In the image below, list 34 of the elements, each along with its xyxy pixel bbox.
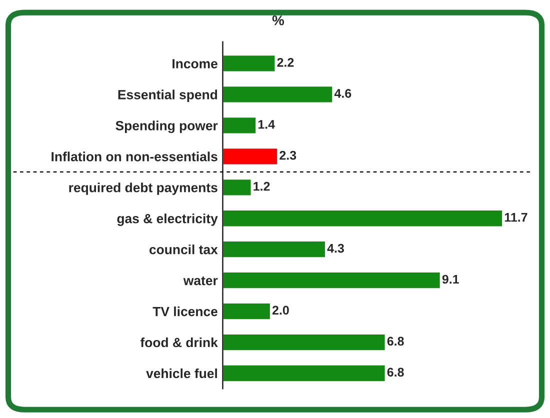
y-tick-label: vehicle fuel [146,368,217,378]
bar [222,116,257,135]
data-label: 6.8 [387,368,404,377]
y-tick-label: Inflation on non-essentials [52,152,218,162]
data-label: 2.0 [272,306,289,315]
data-label: 1.4 [258,120,275,129]
y-tick-label: required debt payments [69,182,218,195]
y-tick-label: Essential spend [118,90,218,102]
bar [222,240,326,259]
data-label: 4.6 [334,88,352,98]
bar [222,178,252,197]
bar [222,209,504,228]
y-tick-label: Income [172,59,218,68]
data-label: 2.3 [280,150,296,160]
data-label: 6.8 [387,336,404,346]
data-label: 1.2 [254,182,270,191]
bar [222,85,334,104]
y-tick-label: gas & electricity [117,214,218,226]
y-tick-label: TV licence [152,306,218,316]
y-tick-label: food & drink [140,337,218,348]
bar [222,271,442,290]
bar [222,364,386,382]
chart-title: % [272,15,284,26]
y-tick-label: Spending power [116,120,218,134]
bar [222,333,386,352]
data-label: 4.3 [327,244,344,253]
data-label: 9.1 [442,274,459,284]
bar [222,54,276,73]
bar [222,147,278,166]
data-label: 11.7 [504,213,528,222]
data-label: 2.2 [277,58,294,67]
y-tick-label: council tax [149,244,218,254]
y-tick-label: water [183,276,218,286]
bar [222,302,272,321]
